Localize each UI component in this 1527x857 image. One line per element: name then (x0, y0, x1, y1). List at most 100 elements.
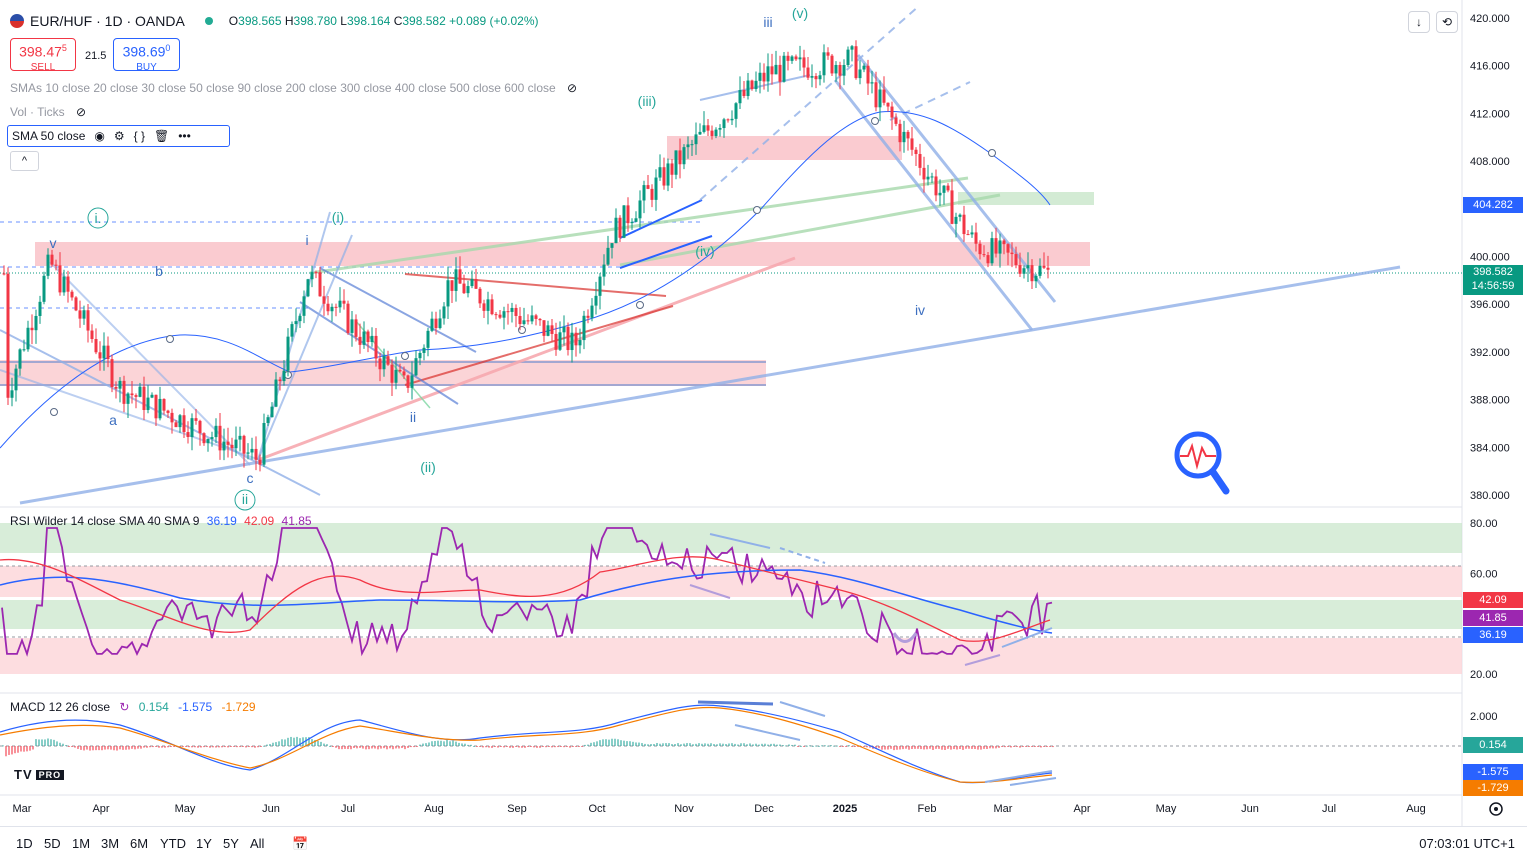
candle-body[interactable] (598, 276, 602, 296)
candle-body[interactable] (334, 306, 338, 308)
candle-body[interactable] (930, 176, 934, 178)
candle-body[interactable] (490, 299, 494, 315)
candle-body[interactable] (586, 315, 590, 318)
candle-body[interactable] (142, 386, 146, 411)
candle-body[interactable] (1042, 265, 1046, 268)
tf-all[interactable]: All (250, 836, 265, 851)
candle-body[interactable] (702, 125, 706, 132)
candle-body[interactable] (630, 221, 634, 224)
candle-body[interactable] (522, 320, 526, 325)
tradingview-logo[interactable]: TV PRO (14, 766, 65, 782)
candle-body[interactable] (698, 131, 702, 135)
eye-icon[interactable]: ◉ (94, 129, 105, 143)
candle-body[interactable] (938, 192, 942, 196)
candle-body[interactable] (34, 315, 38, 331)
candle-body[interactable] (170, 412, 174, 423)
tf-1d[interactable]: 1D (16, 836, 33, 851)
rsi-divergence-line[interactable] (964, 654, 1001, 666)
fan-line[interactable] (257, 211, 331, 461)
download-icon[interactable]: ↓ (1408, 11, 1430, 33)
candle-body[interactable] (890, 106, 894, 118)
candle-body[interactable] (822, 52, 826, 76)
candle-body[interactable] (846, 49, 850, 66)
candle-body[interactable] (506, 311, 510, 313)
rsi-sma40-line[interactable] (0, 569, 1053, 634)
candle-body[interactable] (534, 315, 538, 319)
candle-body[interactable] (394, 369, 398, 383)
candle-body[interactable] (570, 332, 574, 351)
channel-line[interactable] (319, 267, 477, 353)
candle-body[interactable] (178, 415, 182, 428)
candles-group[interactable] (2, 40, 1050, 472)
candle-body[interactable] (350, 319, 354, 333)
candle-body[interactable] (874, 82, 878, 108)
candle-body[interactable] (726, 119, 730, 121)
channel-line[interactable] (619, 235, 713, 269)
candle-body[interactable] (1022, 268, 1026, 274)
candle-body[interactable] (834, 64, 838, 74)
candle-body[interactable] (94, 339, 98, 353)
settings-gear-icon[interactable] (1489, 802, 1503, 816)
candle-body[interactable] (554, 333, 558, 350)
rsi-sma9-line[interactable] (0, 556, 1051, 642)
candle-body[interactable] (678, 150, 682, 165)
candle-body[interactable] (114, 386, 118, 389)
candle-body[interactable] (406, 375, 410, 388)
candle-body[interactable] (242, 435, 246, 454)
candle-body[interactable] (390, 364, 394, 383)
candle-body[interactable] (638, 200, 642, 219)
candle-body[interactable] (70, 291, 74, 298)
candle-body[interactable] (234, 439, 238, 449)
candle-body[interactable] (310, 272, 314, 280)
candle-body[interactable] (106, 345, 110, 360)
sma-marker[interactable] (50, 408, 58, 416)
candle-body[interactable] (282, 370, 286, 382)
candle-body[interactable] (626, 205, 630, 224)
candle-body[interactable] (474, 279, 478, 289)
more-icon[interactable]: ••• (178, 129, 191, 143)
candle-body[interactable] (422, 347, 426, 353)
sma-marker[interactable] (166, 335, 174, 343)
channel-line[interactable] (619, 199, 703, 239)
candle-body[interactable] (30, 327, 34, 331)
down-channel[interactable] (833, 79, 1034, 331)
candle-body[interactable] (566, 326, 570, 351)
candle-body[interactable] (118, 380, 122, 389)
time-axis[interactable]: Mar Apr May Jun Jul Aug Sep Oct Nov Dec 2025 Feb Mar… (13, 803, 1426, 815)
candle-body[interactable] (614, 217, 618, 244)
fan-line[interactable] (0, 369, 261, 461)
candle-body[interactable] (62, 276, 66, 293)
candle-body[interactable] (870, 82, 874, 84)
candle-body[interactable] (446, 280, 450, 307)
wave-label[interactable]: v (50, 235, 57, 251)
sma-marker[interactable] (871, 117, 879, 125)
candle-body[interactable] (942, 185, 946, 193)
candle-body[interactable] (634, 218, 638, 222)
candle-body[interactable] (126, 393, 130, 404)
macd-legend[interactable]: MACD 12 26 close ↻ 0.154 -1.575 -1.729 (10, 700, 256, 714)
wave-label[interactable]: i (305, 232, 308, 248)
rsi-arc[interactable] (892, 632, 918, 643)
candle-body[interactable] (574, 332, 578, 346)
macd-axis[interactable]: 2.000 (1470, 711, 1498, 723)
candle-body[interactable] (470, 279, 474, 287)
candle-body[interactable] (770, 66, 774, 75)
candle-body[interactable] (198, 420, 202, 434)
macd-divergence-line[interactable] (1009, 777, 1057, 786)
macd-divergence-line[interactable] (697, 700, 774, 706)
candle-body[interactable] (654, 177, 658, 200)
tf-1y[interactable]: 1Y (196, 836, 212, 851)
candle-body[interactable] (998, 240, 1002, 254)
up-channel[interactable] (889, 81, 971, 121)
candle-body[interactable] (190, 418, 194, 437)
candle-body[interactable] (450, 280, 454, 291)
rsi-divergence-line[interactable] (779, 547, 826, 564)
candle-body[interactable] (1014, 254, 1018, 266)
candle-body[interactable] (706, 125, 710, 131)
wave-label[interactable]: a (109, 412, 117, 428)
candle-body[interactable] (850, 46, 854, 50)
candle-body[interactable] (270, 406, 274, 418)
eye-hidden-icon[interactable]: ⊘ (567, 81, 578, 95)
candle-body[interactable] (382, 356, 386, 370)
resistance-zone[interactable] (667, 136, 902, 160)
